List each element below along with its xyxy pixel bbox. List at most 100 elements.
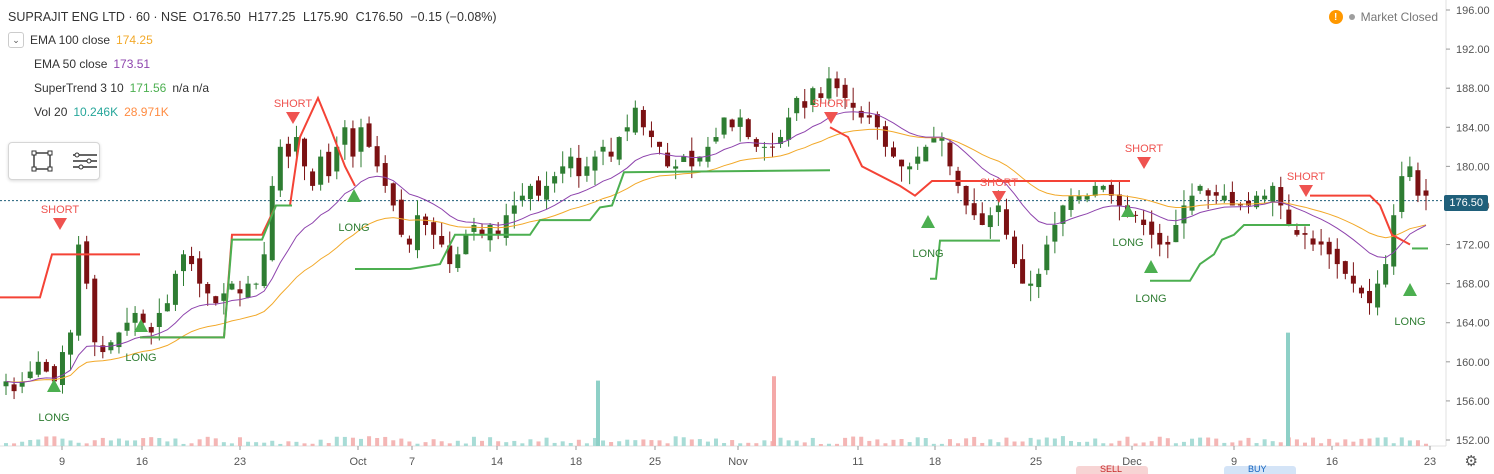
- volume-bar: [939, 443, 944, 446]
- indicator-ema50[interactable]: EMA 50 close 173.51: [8, 52, 501, 76]
- volume-bar: [778, 437, 783, 446]
- candle-body: [253, 283, 259, 285]
- candle-body: [503, 215, 509, 238]
- volume-bar: [447, 443, 452, 446]
- volume-bar: [1190, 438, 1195, 446]
- candle-body: [1036, 273, 1042, 288]
- volume-bar: [657, 440, 662, 446]
- volume-bar: [1052, 438, 1057, 446]
- indicator-extra: n/a n/a: [172, 81, 210, 95]
- volume-bar: [326, 443, 331, 446]
- candle-body: [124, 322, 130, 331]
- candle-body: [1052, 225, 1058, 242]
- volume-bar: [1085, 441, 1090, 446]
- volume-bar: [883, 443, 888, 446]
- legend: SUPRAJIT ENG LTD · 60 · NSE O176.50 H177…: [8, 6, 501, 124]
- volume-bar: [1117, 440, 1122, 446]
- volume-bar: [407, 441, 412, 446]
- volume-bar: [157, 438, 162, 446]
- candle-body: [197, 258, 203, 284]
- volume-bar: [1246, 437, 1251, 446]
- sell-button[interactable]: SELL: [1076, 464, 1148, 474]
- candle-body: [1407, 166, 1413, 178]
- volume-bar: [794, 440, 799, 446]
- candle-body: [164, 303, 170, 312]
- candle-body: [1350, 275, 1356, 284]
- candle-body: [850, 102, 856, 108]
- candle-body: [221, 293, 227, 301]
- volume-bar: [1351, 441, 1356, 446]
- candle-body: [1205, 190, 1211, 196]
- long-signal-label: LONG: [38, 412, 69, 424]
- volume-bar: [455, 440, 460, 446]
- volume-bar: [181, 443, 186, 446]
- candle-body: [624, 127, 630, 132]
- candle-body: [1189, 195, 1195, 211]
- candle-body: [1020, 259, 1026, 284]
- chevron-down-icon[interactable]: ⌄: [8, 32, 24, 48]
- market-status[interactable]: ! Market Closed: [1328, 10, 1438, 24]
- volume-bar: [1391, 443, 1396, 446]
- indicator-ema100[interactable]: ⌄ EMA 100 close 174.25: [8, 28, 501, 52]
- volume-bar: [1198, 437, 1203, 446]
- candle-body: [987, 215, 993, 228]
- candle-body: [1262, 195, 1268, 200]
- candle-body: [907, 166, 913, 170]
- candle-body: [342, 127, 348, 145]
- candle-body: [447, 245, 453, 265]
- volume-bar: [851, 436, 856, 446]
- rectangle-tool-icon[interactable]: [31, 150, 53, 172]
- buy-label: BUY: [1248, 464, 1267, 474]
- candle-body: [495, 230, 501, 235]
- indicator-name: EMA 50 close: [34, 57, 108, 71]
- candle-body: [632, 107, 638, 133]
- candle-body: [1108, 184, 1114, 196]
- volume-bar: [980, 442, 985, 446]
- candle-body: [1423, 190, 1429, 196]
- candle-body: [148, 327, 154, 333]
- volume-bar: [1319, 443, 1324, 446]
- volume-bar: [431, 439, 436, 446]
- volume-bar: [528, 439, 533, 446]
- candle-body: [1254, 195, 1260, 208]
- time-tick-label: 9: [1231, 456, 1237, 468]
- candle-body: [778, 137, 784, 145]
- buy-button[interactable]: BUY: [1224, 464, 1296, 474]
- price-tick-label: 172.00: [1456, 240, 1490, 252]
- indicator-supertrend[interactable]: SuperTrend 3 10 171.56 n/a n/a: [8, 76, 501, 100]
- candle-body: [1076, 195, 1082, 200]
- indicator-value: 173.51: [113, 57, 151, 71]
- volume-bar: [334, 436, 339, 446]
- price-tick-label: 180.00: [1456, 161, 1490, 173]
- indicator-volume[interactable]: Vol 20 10.246K 28.971K: [8, 100, 501, 124]
- short-signal-marker: [824, 112, 838, 124]
- candle-body: [769, 146, 775, 148]
- lines-tool-icon[interactable]: [71, 150, 99, 172]
- settings-gear-icon[interactable]: ⚙: [1464, 453, 1478, 470]
- candle-body: [1092, 185, 1098, 196]
- candle-body: [11, 384, 17, 392]
- candle-body: [285, 143, 291, 157]
- indicator-name: SuperTrend 3 10: [34, 81, 124, 95]
- volume-bar: [213, 438, 218, 446]
- volume-bar: [149, 437, 154, 446]
- volume-bar: [544, 437, 549, 446]
- candle-body: [1173, 225, 1179, 243]
- candle-body: [334, 146, 340, 172]
- candle-body: [1068, 195, 1074, 210]
- candle-body: [544, 185, 550, 200]
- candle-body: [947, 142, 953, 167]
- volume-bar: [254, 442, 259, 446]
- volume-bar: [714, 438, 718, 446]
- volume-bar: [681, 437, 686, 446]
- volume-bar: [1302, 442, 1307, 446]
- volume-bar: [746, 442, 751, 446]
- time-tick-label: 18: [570, 456, 582, 468]
- volume-bar: [1399, 437, 1404, 446]
- candle-body: [673, 166, 679, 169]
- candle-body: [1415, 170, 1421, 196]
- symbol-title[interactable]: SUPRAJIT ENG LTD · 60 · NSE: [8, 10, 187, 24]
- candle-body: [1197, 185, 1203, 191]
